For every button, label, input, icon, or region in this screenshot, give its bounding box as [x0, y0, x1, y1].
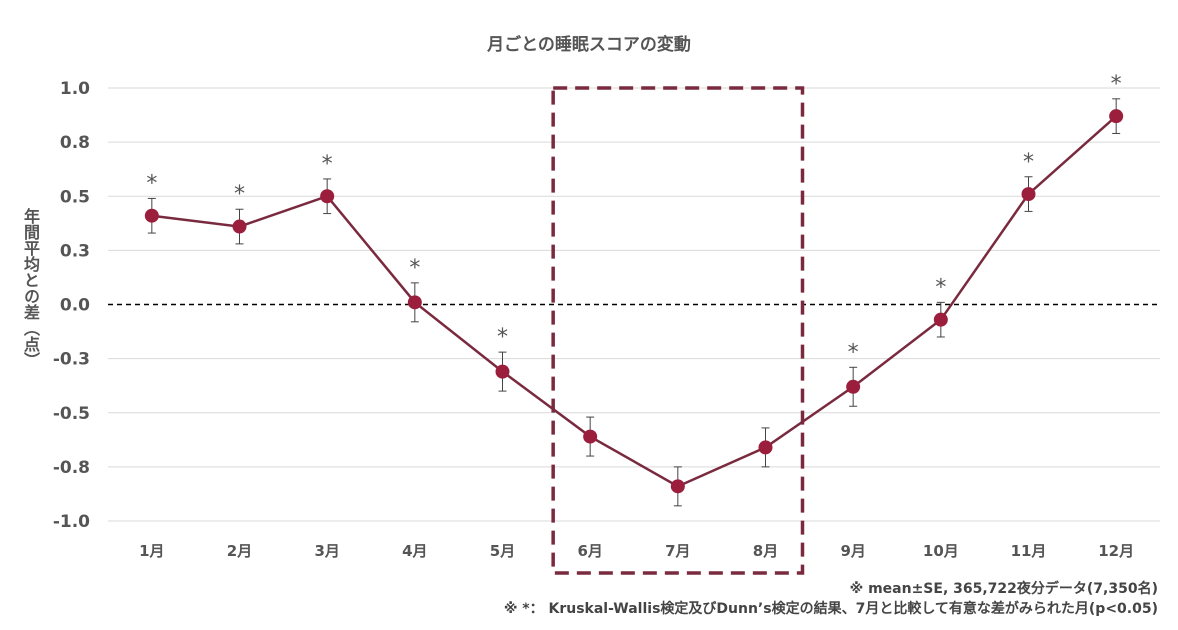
series-line [151, 115, 1117, 488]
x-tick-label: 7月 [665, 542, 690, 560]
y-tick-label: -0.5 [53, 404, 90, 424]
x-tick-label: 1月 [139, 542, 164, 560]
significance-marker: * [234, 182, 245, 207]
data-point [320, 189, 335, 204]
y-tick-label: 1.0 [60, 79, 90, 99]
y-axis-label: 年間平均との差（点） [21, 208, 40, 368]
data-point [232, 219, 247, 234]
data-point [1109, 109, 1124, 124]
x-tick-label: 9月 [840, 542, 865, 560]
significance-marker: * [935, 275, 946, 300]
x-tick-label: 3月 [314, 542, 339, 560]
significance-marker: * [1023, 150, 1034, 175]
significance-marker: * [1111, 72, 1122, 97]
significance-marker: * [322, 152, 333, 177]
data-point [583, 429, 598, 444]
x-tick-label: 5月 [490, 542, 515, 560]
y-tick-label: 0.8 [60, 133, 90, 153]
y-tick-label: -0.3 [53, 350, 90, 370]
y-tick-label: -1.0 [53, 512, 90, 532]
y-tick-label: -0.8 [53, 458, 90, 478]
significance-marker: * [409, 256, 420, 281]
data-point [1021, 187, 1036, 202]
x-tick-label: 8月 [753, 542, 778, 560]
x-tick-label: 4月 [402, 542, 427, 560]
x-tick-label: 6月 [577, 542, 602, 560]
data-point [933, 312, 948, 327]
data-point [495, 364, 510, 379]
chart-title: 月ごとの睡眠スコアの変動 [487, 35, 691, 55]
x-tick-label: 12月 [1098, 542, 1134, 560]
x-tick-label: 2月 [227, 542, 252, 560]
footnote-data: ※ mean±SE, 365,722夜分データ(7,350名) [849, 581, 1158, 597]
data-point [144, 208, 159, 223]
y-tick-label: 0.5 [60, 187, 90, 207]
highlight-box [551, 86, 805, 575]
data-point [758, 440, 773, 455]
data-point [670, 479, 685, 494]
data-point [846, 379, 861, 394]
y-tick-label: 0.3 [60, 241, 90, 261]
x-tick-label: 10月 [923, 542, 959, 560]
x-tick-label: 11月 [1011, 542, 1047, 560]
footnote-significance: ※ *： Kruskal-Wallis検定及びDunn’s検定の結果、7月と比較… [503, 601, 1158, 617]
significance-marker: * [848, 340, 859, 365]
data-point [407, 295, 422, 310]
significance-marker: * [497, 325, 508, 350]
significance-marker: * [146, 171, 157, 196]
y-tick-label: 0.0 [60, 296, 90, 316]
